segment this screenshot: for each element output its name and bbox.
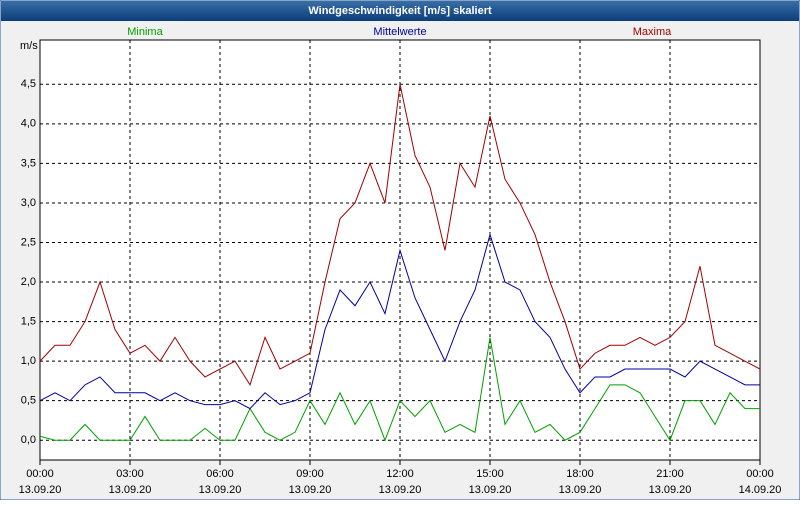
x-tick-date: 13.09.20 [649, 484, 692, 496]
y-tick-label: 4,0 [21, 118, 36, 130]
y-tick-label: 3,5 [21, 157, 36, 169]
series-line [39, 232, 760, 410]
x-tick-label: 09:00 [296, 468, 324, 480]
series-line [39, 337, 760, 442]
series-line [39, 84, 761, 387]
x-tick-date: 13.09.20 [109, 484, 152, 496]
y-axis-label: m/s [20, 40, 38, 52]
y-tick-label: 2,0 [21, 276, 36, 288]
y-tick-label: 0,0 [21, 434, 36, 446]
x-tick-label: 03:00 [116, 468, 144, 480]
legend-label: Mittelwerte [373, 26, 426, 38]
x-tick-date: 13.09.20 [289, 484, 332, 496]
x-tick-label: 06:00 [206, 468, 234, 480]
y-tick-label: 3,0 [21, 197, 36, 209]
x-tick-date: 13.09.20 [199, 484, 242, 496]
x-tick-date: 13.09.20 [379, 484, 422, 496]
legend-label: Maxima [633, 26, 672, 38]
y-tick-label: 2,5 [21, 236, 36, 248]
legend-label: Minima [127, 26, 163, 38]
x-tick-date: 13.09.20 [469, 484, 512, 496]
x-tick-label: 18:00 [566, 468, 594, 480]
x-tick-date: 13.09.20 [19, 484, 62, 496]
y-tick-label: 1,0 [21, 355, 36, 367]
x-tick-label: 00:00 [26, 468, 54, 480]
y-tick-label: 0,5 [21, 395, 36, 407]
chart-title: Windgeschwindigkeit [m/s] skaliert [308, 5, 492, 17]
y-tick-label: 4,5 [21, 78, 36, 90]
x-tick-date: 13.09.20 [559, 484, 602, 496]
x-tick-label: 00:00 [746, 468, 774, 480]
x-tick-label: 15:00 [476, 468, 504, 480]
title-bar [1, 1, 799, 21]
y-tick-label: 1,5 [21, 315, 36, 327]
x-tick-label: 21:00 [656, 468, 684, 480]
x-tick-date: 14.09.20 [739, 484, 782, 496]
x-tick-label: 12:00 [386, 468, 414, 480]
